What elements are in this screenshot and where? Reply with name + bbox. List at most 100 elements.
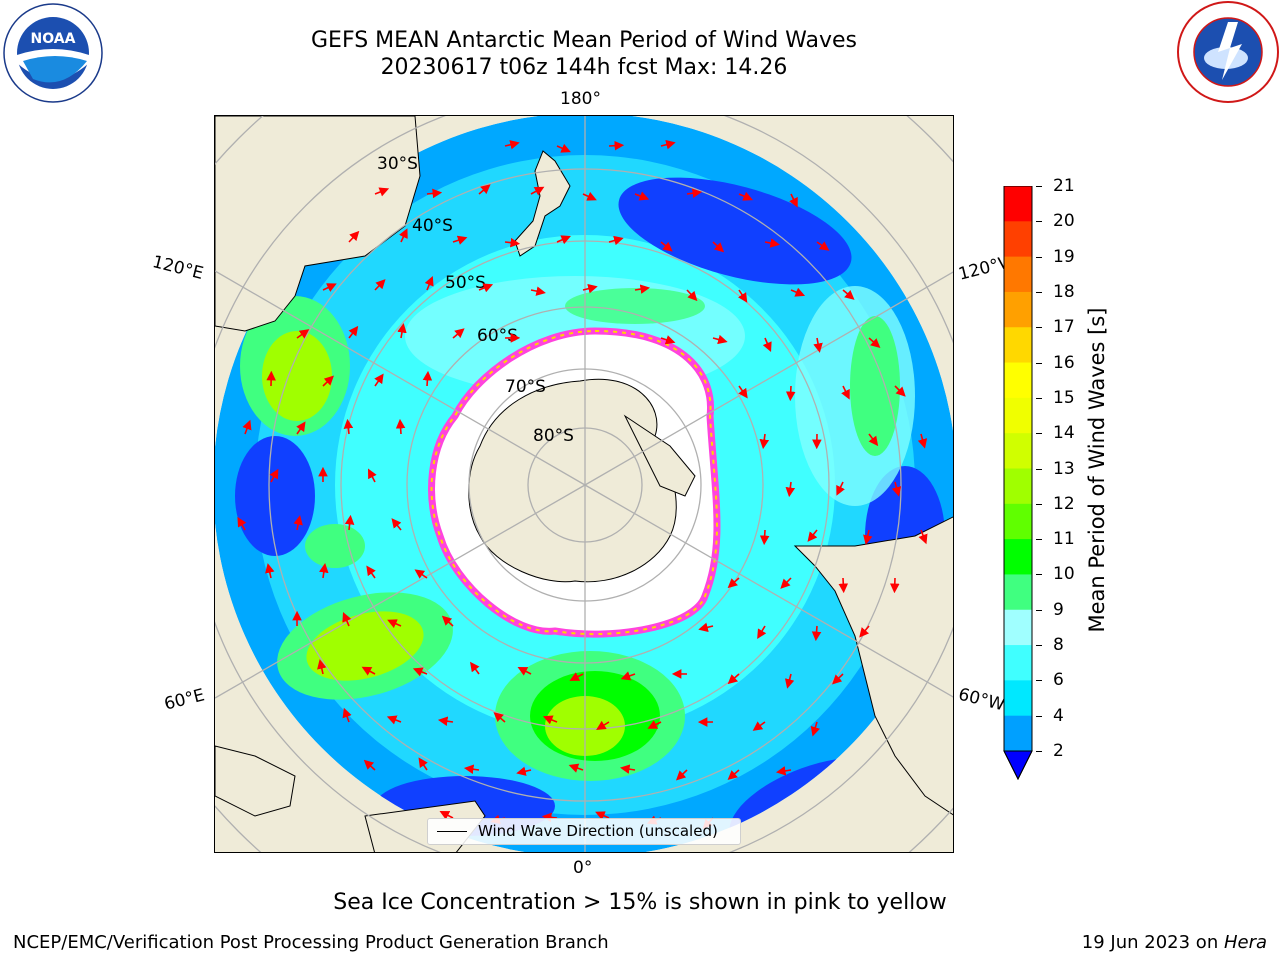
- noaa-logo: NOAA: [3, 3, 103, 103]
- wind-wave-arrow: [366, 565, 376, 579]
- wind-wave-arrow: [738, 385, 748, 399]
- wind-wave-arrow: [686, 188, 703, 198]
- lon-label-180: 180°: [560, 89, 601, 109]
- colorbar-tick-mark: [1036, 221, 1042, 223]
- colorbar-segment: [1004, 186, 1032, 222]
- colorbar-tick-mark: [1036, 539, 1042, 541]
- wind-wave-arrow: [660, 139, 676, 150]
- lat-label-30s: 30°S: [377, 154, 418, 174]
- wind-wave-arrow: [517, 666, 532, 676]
- wind-wave-arrow: [727, 769, 740, 781]
- wind-wave-arrow: [619, 764, 636, 774]
- wind-wave-arrow: [816, 241, 830, 251]
- colorbar-tick-label: 14: [1053, 423, 1075, 444]
- colorbar-tick-mark: [1036, 291, 1042, 293]
- wind-wave-arrow: [785, 385, 796, 402]
- wind-wave-arrow: [242, 419, 252, 435]
- wind-wave-arrow: [322, 283, 337, 292]
- colorbar-segment: [1004, 680, 1032, 717]
- graticule: [215, 116, 953, 852]
- colorbar-tick-mark: [1036, 256, 1042, 258]
- wind-wave-arrow: [841, 385, 850, 400]
- wind-wave-arrow: [386, 715, 402, 725]
- wind-wave-arrow: [596, 720, 610, 730]
- nws-logo: [1176, 0, 1280, 104]
- colorbar-tick-mark: [1036, 397, 1042, 399]
- colorbar-under-triangle: [1003, 750, 1033, 781]
- colorbar-segment: [1004, 574, 1032, 611]
- wind-wave-arrow: [470, 661, 480, 675]
- colorbar-segment: [1004, 397, 1032, 434]
- sea-ice-note: Sea Ice Concentration > 15% is shown in …: [333, 890, 947, 915]
- wind-wave-arrow: [424, 275, 434, 291]
- colorbar-tick-label: 17: [1053, 317, 1075, 338]
- colorbar-tick-mark: [1036, 186, 1042, 187]
- wind-wave-arrow: [842, 289, 855, 300]
- colorbar-segment: [1004, 503, 1032, 540]
- wind-wave-arrow: [493, 712, 506, 723]
- wind-wave-arrow: [752, 721, 766, 731]
- colorbar-tick-label: 11: [1053, 529, 1075, 550]
- colorbar-tick-label: 2: [1053, 741, 1064, 761]
- colorbar-tick-mark: [1036, 503, 1042, 505]
- colorbar-tick-mark: [1036, 433, 1042, 435]
- colorbar-tick-mark: [1036, 362, 1042, 364]
- wind-wave-arrows: [237, 139, 928, 830]
- colorbar-segment: [1004, 433, 1032, 469]
- wind-wave-arrow: [530, 186, 545, 196]
- colorbar-segment: [1004, 645, 1032, 681]
- colorbar-tick-label: 15: [1053, 387, 1075, 408]
- wind-wave-arrow: [891, 481, 902, 497]
- wind-wave-arrow: [397, 323, 407, 339]
- wind-wave-arrow: [582, 284, 598, 294]
- map-legend: Wind Wave Direction (unscaled): [427, 818, 741, 845]
- colorbar-segment: [1004, 609, 1032, 646]
- lat-label-70s: 70°S: [505, 377, 546, 397]
- wind-wave-arrow: [418, 757, 428, 771]
- colorbar-tick-label: 19: [1053, 246, 1075, 267]
- lat-label-80s: 80°S: [533, 426, 574, 446]
- wind-wave-arrow: [738, 191, 753, 201]
- wind-wave-arrow: [698, 622, 714, 632]
- wind-wave-arrow: [813, 337, 823, 353]
- wind-wave-arrow: [918, 529, 928, 545]
- wind-wave-arrow: [361, 666, 376, 676]
- wind-wave-arrow: [412, 667, 428, 677]
- wind-wave-arrow: [762, 337, 772, 352]
- wind-wave-arrow: [542, 715, 558, 725]
- wind-wave-arrow: [541, 812, 558, 823]
- wind-wave-arrow: [530, 286, 546, 296]
- wind-wave-arrow: [917, 433, 928, 449]
- wind-wave-arrow: [422, 370, 433, 387]
- footer-date: 19 Jun 2023 on Hera: [1082, 932, 1267, 953]
- chart-title-line2: 20230617 t06z 144h fcst Max: 14.26: [380, 55, 788, 80]
- colorbar-frame: [1003, 185, 1033, 781]
- colorbar-segment: [1004, 327, 1032, 364]
- wind-wave-arrow: [463, 764, 480, 775]
- wind-wave-arrow: [504, 237, 521, 248]
- wind-wave-arrow: [595, 811, 610, 821]
- wind-wave-arrow: [348, 230, 360, 243]
- wind-wave-arrow: [414, 569, 428, 579]
- wind-wave-arrow: [764, 238, 780, 248]
- wind-wave-arrow: [757, 625, 767, 640]
- wind-wave-arrow: [675, 769, 688, 781]
- lat-label-50s: 50°S: [445, 273, 486, 293]
- colorbar-segment: [1004, 256, 1032, 293]
- wind-wave-arrow: [634, 191, 650, 201]
- wind-wave-arrow: [374, 279, 386, 291]
- wind-wave-arrow: [789, 193, 798, 208]
- wind-wave-arrow: [556, 143, 571, 153]
- wind-wave-arrow: [868, 337, 881, 349]
- colorbar-tick-mark: [1036, 327, 1042, 329]
- wind-wave-arrow: [712, 334, 728, 345]
- wind-wave-arrow: [439, 811, 454, 820]
- wind-wave-arrow: [399, 228, 408, 243]
- wind-wave-arrow: [348, 325, 359, 339]
- colorbar-segment: [1004, 468, 1032, 505]
- lat-label-40s: 40°S: [412, 216, 453, 236]
- wind-wave-arrow: [269, 468, 279, 483]
- colorbar-tick-mark: [1036, 751, 1042, 752]
- colorbar-tick-label: 4: [1053, 705, 1064, 726]
- wind-wave-arrow: [343, 418, 354, 435]
